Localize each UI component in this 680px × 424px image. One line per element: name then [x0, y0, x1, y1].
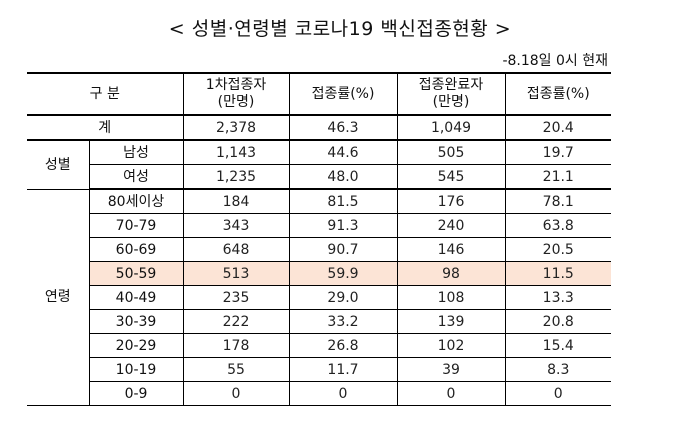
age-label-cell: 10-19: [88, 357, 184, 382]
age-label-cell: 60-69: [88, 237, 184, 262]
header-first-rate: 접종률(%): [288, 72, 398, 116]
total-first: 2,378: [182, 114, 290, 141]
age-full-cell: 0: [396, 381, 506, 406]
sex-full-rate-cell: 19.7: [504, 139, 611, 165]
age-full-cell: 39: [396, 357, 506, 382]
header-category: 구 분: [27, 72, 184, 116]
age-row: 0-9 0 0 0 0: [27, 381, 611, 406]
total-full-rate: 20.4: [504, 114, 611, 141]
header-full-rate: 접종률(%): [504, 72, 611, 116]
sex-first-cell: 1,235: [182, 164, 290, 190]
sex-first-rate-cell: 48.0: [288, 164, 398, 190]
age-first-cell: 235: [182, 285, 290, 310]
age-row: 30-39 222 33.2 139 20.8: [27, 309, 611, 334]
age-row: 연령 80세이상 184 81.5 176 78.1: [27, 188, 611, 406]
age-label-cell: 20-29: [88, 333, 184, 358]
sex-full-cell: 505: [396, 139, 506, 165]
sex-full-cell: 545: [396, 164, 506, 190]
age-first-rate-cell: 59.9: [288, 261, 398, 286]
header-full-dose: 접종완료자 (만명): [396, 72, 506, 116]
age-first-cell: 648: [182, 237, 290, 262]
date-note: -8.18일 0시 현재: [502, 53, 608, 69]
age-row: 70-79 343 91.3 240 63.8: [27, 213, 611, 238]
age-full-rate-cell: 20.5: [504, 237, 611, 262]
age-label-cell: 70-79: [88, 213, 184, 238]
age-full-rate-cell: 20.8: [504, 309, 611, 334]
vaccination-table: 구 분 1차접종자 (만명) 접종률(%) 접종완료자 (만명) 접종률(%) …: [27, 72, 611, 406]
sex-row: 성별 남성 1,143 44.6 505 19.7: [27, 139, 611, 190]
age-full-rate-cell: 13.3: [504, 285, 611, 310]
age-first-cell: 55: [182, 357, 290, 382]
total-first-rate: 46.3: [288, 114, 398, 141]
age-row: 40-49 235 29.0 108 13.3: [27, 285, 611, 310]
age-label-cell: 40-49: [88, 285, 184, 310]
age-full-rate-cell: 63.8: [504, 213, 611, 238]
age-row: 60-69 648 90.7 146 20.5: [27, 237, 611, 262]
age-full-cell: 108: [396, 285, 506, 310]
age-full-cell: 146: [396, 237, 506, 262]
age-full-cell: 139: [396, 309, 506, 334]
page-title: < 성별·연령별 코로나19 백신접종현황 >: [168, 18, 512, 40]
age-full-rate-cell: 8.3: [504, 357, 611, 382]
age-first-rate-cell: 91.3: [288, 213, 398, 238]
age-first-cell: 0: [182, 381, 290, 406]
age-full-rate-cell: 78.1: [504, 188, 611, 214]
age-full-rate-cell: 15.4: [504, 333, 611, 358]
age-row: 50-59 513 59.9 98 11.5: [27, 261, 611, 286]
age-label-cell: 80세이상: [88, 188, 184, 214]
age-label-cell: 50-59: [88, 261, 184, 286]
age-first-cell: 513: [182, 261, 290, 286]
header-first-dose: 1차접종자 (만명): [182, 72, 290, 116]
sex-label-cell: 남성: [88, 139, 184, 165]
age-first-cell: 222: [182, 309, 290, 334]
age-row: 10-19 55 11.7 39 8.3: [27, 357, 611, 382]
age-full-cell: 240: [396, 213, 506, 238]
sex-group-label: 성별: [27, 139, 90, 190]
sex-row: 여성 1,235 48.0 545 21.1: [27, 164, 611, 190]
header-first-dose-line2: (만명): [217, 94, 255, 110]
age-first-cell: 184: [182, 188, 290, 214]
age-row: 20-29 178 26.8 102 15.4: [27, 333, 611, 358]
age-first-rate-cell: 11.7: [288, 357, 398, 382]
age-full-cell: 102: [396, 333, 506, 358]
age-first-cell: 343: [182, 213, 290, 238]
age-full-cell: 98: [396, 261, 506, 286]
sex-first-cell: 1,143: [182, 139, 290, 165]
total-row: 계 2,378 46.3 1,049 20.4: [27, 114, 611, 141]
age-first-rate-cell: 33.2: [288, 309, 398, 334]
age-full-rate-cell: 11.5: [504, 261, 611, 286]
age-full-rate-cell: 0: [504, 381, 611, 406]
header-first-dose-line1: 1차접종자: [205, 77, 267, 93]
header-row: 구 분 1차접종자 (만명) 접종률(%) 접종완료자 (만명) 접종률(%): [27, 72, 611, 116]
age-label-cell: 0-9: [88, 381, 184, 406]
age-first-rate-cell: 0: [288, 381, 398, 406]
age-first-cell: 178: [182, 333, 290, 358]
total-label: 계: [27, 114, 184, 141]
age-label-cell: 30-39: [88, 309, 184, 334]
age-first-rate-cell: 90.7: [288, 237, 398, 262]
age-full-cell: 176: [396, 188, 506, 214]
age-group-label: 연령: [27, 188, 90, 406]
header-full-dose-line1: 접종완료자: [418, 77, 484, 93]
age-first-rate-cell: 26.8: [288, 333, 398, 358]
header-full-dose-line2: (만명): [432, 94, 470, 110]
sex-first-rate-cell: 44.6: [288, 139, 398, 165]
total-full: 1,049: [396, 114, 506, 141]
sex-label-cell: 여성: [88, 164, 184, 190]
age-first-rate-cell: 81.5: [288, 188, 398, 214]
age-first-rate-cell: 29.0: [288, 285, 398, 310]
sex-full-rate-cell: 21.1: [504, 164, 611, 190]
